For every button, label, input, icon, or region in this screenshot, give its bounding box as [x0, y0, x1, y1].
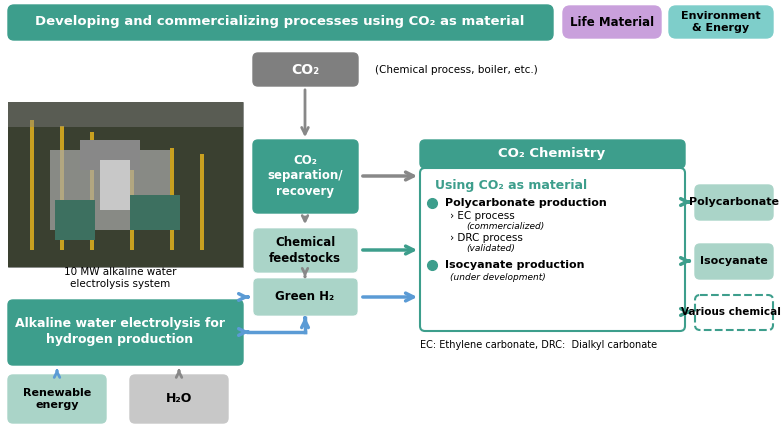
FancyBboxPatch shape — [8, 5, 553, 40]
Text: CO₂: CO₂ — [291, 63, 319, 77]
FancyBboxPatch shape — [253, 228, 358, 273]
FancyBboxPatch shape — [695, 185, 773, 220]
Text: Various chemicals: Various chemicals — [681, 307, 781, 317]
FancyBboxPatch shape — [669, 6, 773, 38]
FancyBboxPatch shape — [420, 140, 685, 168]
Text: CO₂
separation/
recovery: CO₂ separation/ recovery — [267, 154, 343, 198]
Text: Alkaline water electrolysis for
hydrogen production: Alkaline water electrolysis for hydrogen… — [15, 318, 225, 346]
Bar — [8, 102, 243, 127]
Text: Developing and commercializing processes using CO₂ as material: Developing and commercializing processes… — [35, 15, 525, 29]
Text: Life Material: Life Material — [570, 15, 654, 29]
Text: Green H₂: Green H₂ — [276, 290, 334, 304]
Bar — [90, 132, 94, 250]
FancyBboxPatch shape — [8, 375, 106, 423]
Text: (Chemical process, boiler, etc.): (Chemical process, boiler, etc.) — [375, 65, 538, 75]
Bar — [60, 126, 64, 250]
Text: Renewable
energy: Renewable energy — [23, 388, 91, 410]
FancyBboxPatch shape — [420, 168, 685, 331]
Text: Isocyanate production: Isocyanate production — [445, 260, 584, 270]
Text: 10 MW alkaline water
electrolysis system: 10 MW alkaline water electrolysis system — [64, 267, 177, 289]
Text: (under development): (under development) — [450, 274, 546, 282]
FancyBboxPatch shape — [253, 278, 358, 316]
FancyBboxPatch shape — [130, 375, 228, 423]
Text: Using CO₂ as material: Using CO₂ as material — [435, 179, 587, 191]
Bar — [55, 200, 95, 240]
Text: Polycarbonate: Polycarbonate — [689, 197, 779, 207]
Text: › EC process: › EC process — [450, 211, 515, 221]
Bar — [130, 195, 180, 230]
Bar — [130, 140, 134, 250]
Text: Isocyanate: Isocyanate — [700, 256, 768, 266]
FancyBboxPatch shape — [563, 6, 661, 38]
FancyBboxPatch shape — [253, 140, 358, 213]
Text: Chemical
feedstocks: Chemical feedstocks — [269, 235, 341, 264]
Text: EC: Ethylene carbonate, DRC:  Dialkyl carbonate: EC: Ethylene carbonate, DRC: Dialkyl car… — [420, 340, 657, 350]
FancyBboxPatch shape — [253, 53, 358, 86]
Bar — [170, 148, 174, 250]
Text: H₂O: H₂O — [166, 392, 192, 406]
Text: Polycarbonate production: Polycarbonate production — [445, 198, 607, 208]
Text: › DRC process: › DRC process — [450, 233, 522, 243]
Bar — [30, 120, 34, 250]
Text: (validated): (validated) — [466, 243, 515, 253]
Bar — [8, 102, 243, 267]
Text: Environment
& Energy: Environment & Energy — [681, 11, 761, 33]
Bar — [8, 102, 243, 267]
Text: CO₂ Chemistry: CO₂ Chemistry — [498, 147, 605, 161]
Text: (commercialized): (commercialized) — [466, 221, 544, 231]
FancyBboxPatch shape — [8, 300, 243, 365]
Bar — [50, 150, 170, 230]
Bar — [200, 154, 204, 250]
FancyBboxPatch shape — [695, 295, 773, 330]
Bar — [100, 160, 130, 210]
FancyBboxPatch shape — [695, 244, 773, 279]
Bar — [80, 140, 140, 170]
